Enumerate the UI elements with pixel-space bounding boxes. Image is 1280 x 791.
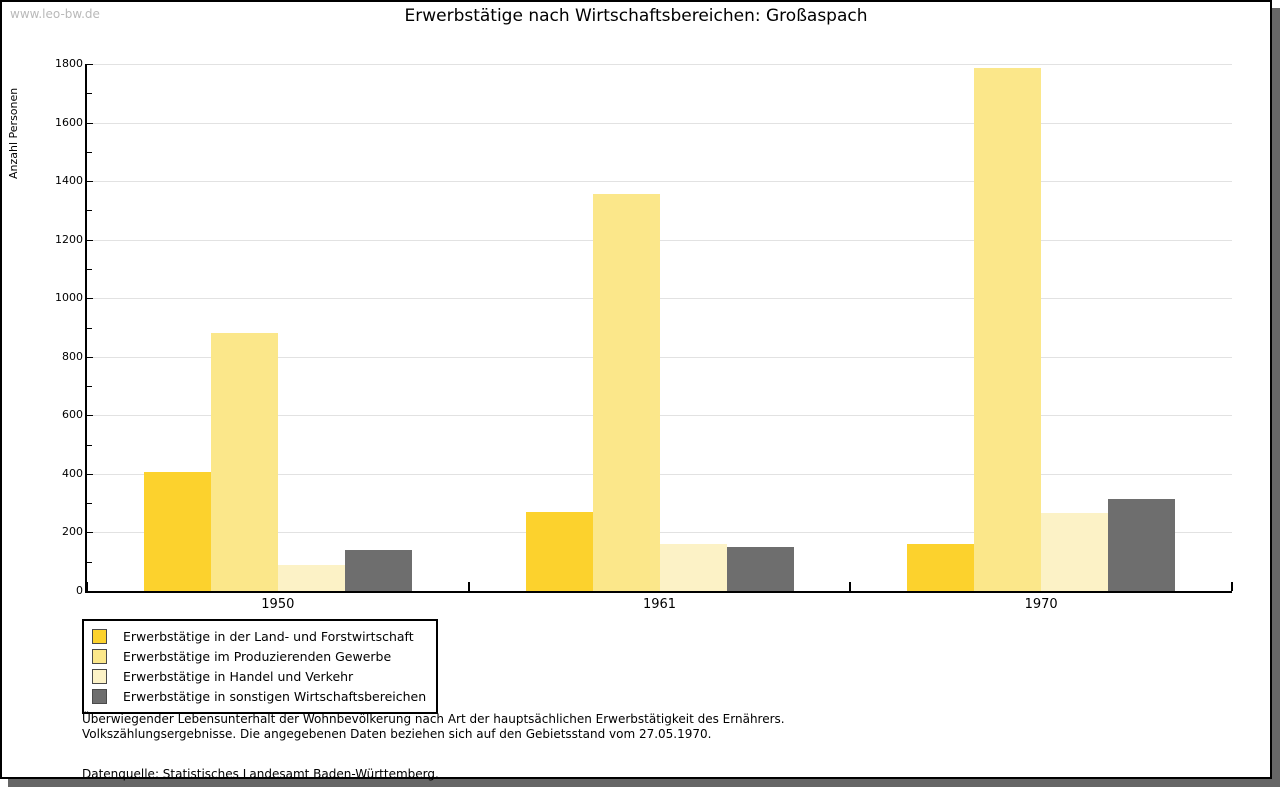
y-gridline <box>87 415 1232 417</box>
y-tick-label: 1400 <box>55 174 83 188</box>
y-tick-minor <box>87 210 92 212</box>
y-tick-label: 1200 <box>55 232 83 246</box>
x-axis-boundary-tick <box>467 582 470 591</box>
y-tick-label: 400 <box>62 466 83 480</box>
bar-1961-series-1 <box>525 511 593 591</box>
legend-swatch <box>92 688 107 704</box>
bar-1970-series-3 <box>1041 513 1109 591</box>
legend-item: Erwerbstätige in der Land- und Forstwirt… <box>92 626 426 646</box>
y-tick-label: 800 <box>62 349 83 363</box>
y-tick-minor <box>87 561 92 563</box>
y-tick-major <box>87 298 93 300</box>
legend-item: Erwerbstätige in Handel und Verkehr <box>92 666 426 686</box>
bar-1950-series-1 <box>143 472 211 591</box>
legend-swatch <box>92 668 107 684</box>
y-tick-label: 200 <box>62 525 83 539</box>
y-tick-minor <box>87 268 92 270</box>
legend-label: Erwerbstätige in der Land- und Forstwirt… <box>123 628 414 644</box>
legend-label: Erwerbstätige in Handel und Verkehr <box>123 668 354 684</box>
y-tick-major <box>87 64 93 65</box>
y-tick-minor <box>87 151 92 153</box>
x-axis-boundary-tick <box>86 582 88 591</box>
y-gridline <box>87 181 1232 183</box>
legend-items: Erwerbstätige in der Land- und Forstwirt… <box>92 626 426 706</box>
y-gridline <box>87 298 1232 300</box>
y-tick-major <box>87 356 93 358</box>
y-tick-minor <box>87 93 92 95</box>
x-category-label: 1970 <box>1024 597 1058 612</box>
y-tick-label: 0 <box>76 584 83 597</box>
footnote-source: Datenquelle: Statistisches Landesamt Bad… <box>82 767 439 781</box>
y-tick-major <box>87 181 93 183</box>
bar-1950-series-2 <box>210 333 278 591</box>
legend-box: Erwerbstätige in der Land- und Forstwirt… <box>82 619 439 714</box>
y-tick-major <box>87 122 93 124</box>
chart-title: Erwerbstätige nach Wirtschaftsbereichen:… <box>404 6 868 26</box>
y-tick-label: 1000 <box>55 291 83 305</box>
legend-label: Erwerbstätige im Produzierenden Gewerbe <box>123 648 392 664</box>
y-axis-line <box>85 64 87 591</box>
legend-swatch <box>92 628 107 644</box>
y-tick-minor <box>87 503 92 505</box>
y-gridline <box>87 239 1232 241</box>
bar-1950-series-4 <box>344 550 412 591</box>
legend-label: Erwerbstätige in sonstigen Wirtschaftsbe… <box>123 688 427 704</box>
bar-1970-series-4 <box>1108 498 1176 591</box>
y-tick-major <box>87 239 93 241</box>
x-axis-boundary-tick <box>1231 582 1233 591</box>
x-category-label: 1961 <box>642 597 677 612</box>
y-tick-label: 1800 <box>55 57 83 70</box>
legend-swatch <box>92 648 107 664</box>
watermark: www.leo-bw.de <box>10 7 100 21</box>
y-tick-label: 1600 <box>55 115 83 129</box>
y-tick-major <box>87 473 93 475</box>
legend-item: Erwerbstätige in sonstigen Wirtschaftsbe… <box>92 686 426 706</box>
bar-1970-series-1 <box>907 544 975 591</box>
y-gridline <box>87 64 1232 65</box>
bar-1961-series-4 <box>726 547 794 591</box>
x-axis-boundary-tick <box>849 582 852 591</box>
y-tick-minor <box>87 444 92 446</box>
bar-1961-series-2 <box>592 194 660 591</box>
footnote-line-2: Volkszählungsergebnisse. Die angegebenen… <box>82 727 712 741</box>
y-tick-major <box>87 532 93 534</box>
x-category-label: 1950 <box>261 597 295 612</box>
y-gridline <box>87 473 1232 475</box>
plot-area: 0 200 400 600 800 1000 1200 1400 1600 1800 1950 196… <box>55 58 1233 612</box>
y-axis-label: Anzahl Personen <box>7 87 20 179</box>
bar-1950-series-3 <box>277 564 345 591</box>
y-tick-major <box>87 415 93 417</box>
y-tick-label: 600 <box>62 408 83 422</box>
y-tick-minor <box>87 386 92 388</box>
y-gridline <box>87 532 1232 534</box>
footnotes: Überwiegender Lebensunterhalt der Wohnbe… <box>82 712 785 782</box>
bar-1961-series-3 <box>659 544 727 591</box>
y-gridline <box>87 356 1232 358</box>
footnote-line-1: Überwiegender Lebensunterhalt der Wohnbe… <box>82 712 785 726</box>
bar-1970-series-2 <box>974 68 1042 591</box>
y-gridline <box>87 122 1232 124</box>
legend-item: Erwerbstätige im Produzierenden Gewerbe <box>92 646 426 666</box>
x-axis-line <box>85 591 1232 593</box>
y-tick-minor <box>87 327 92 329</box>
